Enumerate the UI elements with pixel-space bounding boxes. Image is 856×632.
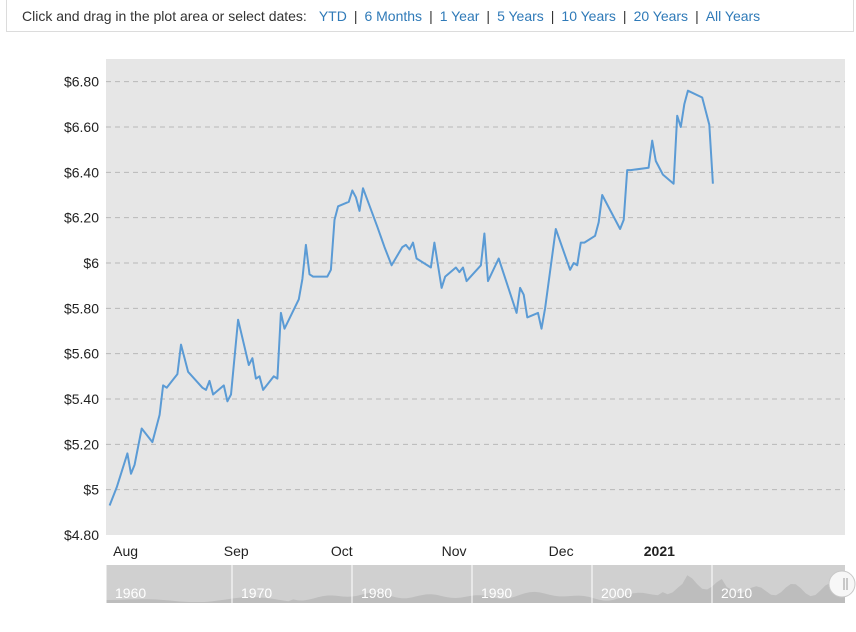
range-option-6-months[interactable]: 6 Months	[364, 7, 423, 24]
range-separator: |	[353, 7, 358, 24]
x-tick-label: Aug	[113, 543, 138, 559]
y-tick-label: $6.20	[64, 210, 99, 226]
range-separator: |	[550, 7, 555, 24]
range-separator: |	[695, 7, 699, 24]
x-axis-labels: Aug Sep Oct Nov Dec 2021	[113, 543, 675, 559]
x-tick-label: Nov	[442, 543, 467, 559]
drag-handle-circle	[828, 570, 856, 598]
y-tick-label: $6.60	[64, 119, 99, 135]
series-layer	[108, 89, 714, 506]
navigator-year-label: 2000	[601, 585, 632, 601]
y-tick-label: $6	[83, 255, 99, 271]
range-selector: Click and drag in the plot area or selec…	[6, 0, 854, 32]
range-selector-prompt: Click and drag in the plot area or selec…	[22, 7, 307, 24]
navigator[interactable]: 1960 1970 1980 1990 2000 2010	[105, 565, 856, 603]
range-separator: |	[486, 7, 491, 24]
y-axis-labels: $4.80 $5 $5.20 $5.40 $5.60 $5.80 $6 $6.20 $6.40 $…	[64, 74, 99, 543]
range-separator: |	[622, 7, 627, 24]
x-tick-label: Sep	[224, 543, 249, 559]
y-tick-label: $6.40	[64, 164, 99, 180]
price-series-line	[108, 89, 714, 506]
x-tick-label: Dec	[549, 543, 574, 559]
navigator-year-label: 1970	[241, 585, 272, 601]
navigator-year-label: 1960	[115, 585, 146, 601]
navigator-area	[106, 575, 845, 603]
range-option-ytd[interactable]: YTD	[318, 7, 347, 24]
range-option-10-years[interactable]: 10 Years	[561, 7, 616, 24]
x-tick-label: 2021	[644, 543, 675, 559]
range-separator: |	[429, 7, 433, 24]
grid-lines	[106, 81, 845, 491]
y-tick-label: $5.20	[64, 436, 99, 452]
range-option-1-year[interactable]: 1 Year	[439, 7, 480, 24]
navigator-year-label: 2010	[721, 585, 752, 601]
y-tick-label: $4.80	[64, 527, 99, 543]
navigator-year-label: 1980	[361, 585, 392, 601]
y-tick-label: $5.60	[64, 346, 99, 362]
y-tick-label: $6.80	[64, 74, 99, 90]
range-option-all-years[interactable]: All Years	[705, 7, 761, 24]
range-option-5-years[interactable]: 5 Years	[497, 7, 544, 24]
plot-area[interactable]	[106, 59, 845, 535]
y-tick-label: $5	[83, 482, 99, 498]
x-tick-label: Oct	[331, 543, 353, 559]
y-tick-label: $5.40	[64, 391, 99, 407]
navigator-year-label: 1990	[481, 585, 512, 601]
drag-handle-icon[interactable]	[828, 570, 856, 598]
range-option-20-years[interactable]: 20 Years	[633, 7, 689, 24]
y-tick-label: $5.80	[64, 300, 99, 316]
